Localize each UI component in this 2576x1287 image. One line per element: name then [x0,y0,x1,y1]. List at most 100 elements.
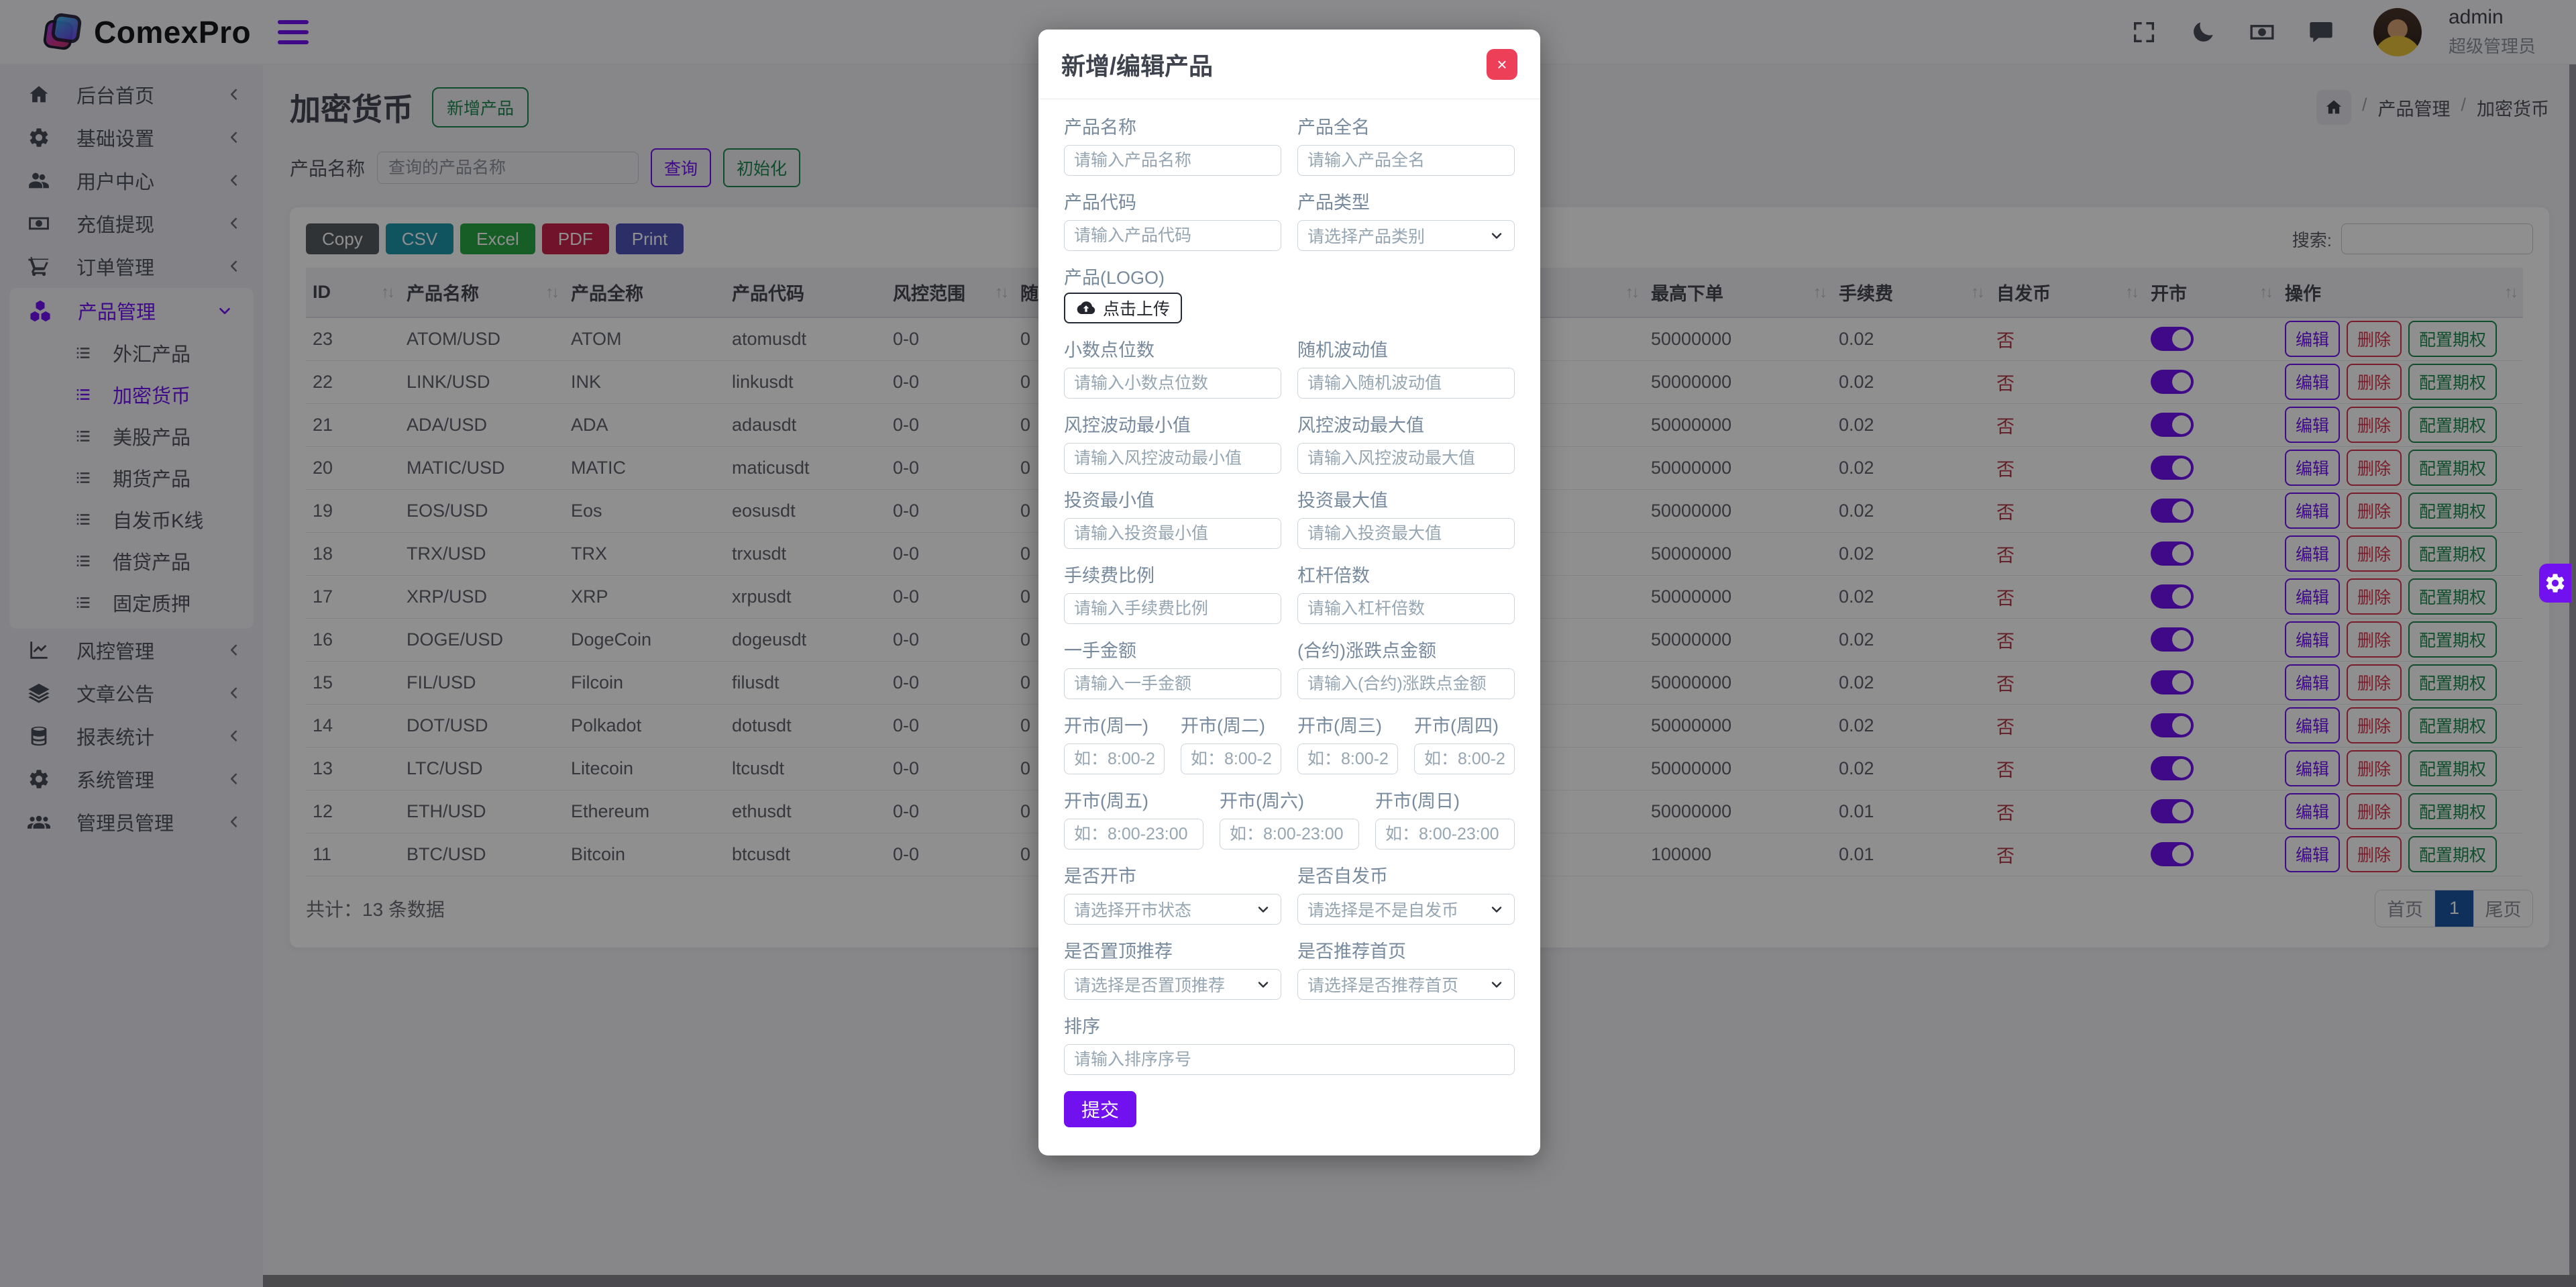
open-toggle[interactable] [2151,413,2194,437]
open-toggle[interactable] [2151,584,2194,609]
delete-button[interactable]: 删除 [2347,493,2402,529]
input-开市(周四)[interactable] [1414,743,1515,774]
pagination-last[interactable]: 尾页 [2473,890,2532,927]
horizontal-scrollbar[interactable] [0,1275,2576,1287]
column-header-最高下单[interactable]: 最高下单 ↑↓ [1644,268,1832,318]
input-产品代码[interactable] [1064,220,1281,251]
input-排序[interactable] [1064,1044,1515,1075]
input-开市(周日)[interactable] [1375,819,1515,850]
breadcrumb-item[interactable]: 加密货币 [2477,99,2549,119]
column-header-自发币[interactable]: 自发币 ↑↓ [1990,268,2144,318]
edit-button[interactable]: 编辑 [2285,321,2341,358]
delete-button[interactable]: 删除 [2347,664,2402,701]
select-产品类型[interactable]: 请选择产品类别 [1297,220,1515,251]
configure-options-button[interactable]: 配置期权 [2408,364,2498,400]
sidebar-subitem-借贷产品[interactable]: 借贷产品 [9,540,254,582]
sort-icon[interactable]: ↑↓ [995,282,1009,301]
product-name-filter-input[interactable] [377,152,639,184]
breadcrumb-item[interactable]: 产品管理 [2377,99,2451,119]
select-是否推荐首页[interactable]: 请选择是否推荐首页 [1297,969,1515,1000]
configure-options-button[interactable]: 配置期权 [2408,621,2498,658]
sidebar-subitem-外汇产品[interactable]: 外汇产品 [9,332,254,374]
column-header-操作[interactable]: 操作 ↑↓ [2278,268,2523,318]
open-toggle[interactable] [2151,713,2194,737]
sidebar-item-充值提现[interactable]: 充值提现 [0,202,263,245]
pagination-current[interactable]: 1 [2434,890,2473,927]
export-excel-button[interactable]: Excel [460,223,535,254]
input-风控波动最小值[interactable] [1064,443,1281,474]
column-header-风控范围[interactable]: 风控范围 ↑↓ [886,268,1014,318]
export-pdf-button[interactable]: PDF [541,223,609,254]
delete-button[interactable]: 删除 [2347,707,2402,743]
sort-icon[interactable]: ↑↓ [1625,282,1640,301]
sort-icon[interactable]: ↑↓ [2259,282,2273,301]
edit-button[interactable]: 编辑 [2285,535,2341,572]
delete-button[interactable]: 删除 [2347,321,2402,358]
input-(合约)涨跌点金额[interactable] [1297,668,1515,699]
configure-options-button[interactable]: 配置期权 [2408,321,2498,358]
settings-fab[interactable] [2539,564,2571,603]
configure-options-button[interactable]: 配置期权 [2408,664,2498,701]
open-toggle[interactable] [2151,542,2194,566]
sidebar-item-风控管理[interactable]: 风控管理 [0,629,263,672]
sidebar-item-基础设置[interactable]: 基础设置 [0,116,263,159]
submit-button[interactable]: 提交 [1064,1091,1137,1127]
sidebar-subitem-加密货币[interactable]: 加密货币 [9,374,254,415]
configure-options-button[interactable]: 配置期权 [2408,450,2498,486]
sidebar-item-系统管理[interactable]: 系统管理 [0,758,263,801]
configure-options-button[interactable]: 配置期权 [2408,836,2498,872]
edit-button[interactable]: 编辑 [2285,450,2341,486]
open-toggle[interactable] [2151,670,2194,694]
delete-button[interactable]: 删除 [2347,407,2402,443]
configure-options-button[interactable]: 配置期权 [2408,493,2498,529]
delete-button[interactable]: 删除 [2347,621,2402,658]
input-产品全名[interactable] [1297,145,1515,176]
configure-options-button[interactable]: 配置期权 [2408,407,2498,443]
sort-icon[interactable]: ↑↓ [1813,282,1827,301]
sidebar-subitem-自发币K线[interactable]: 自发币K线 [9,499,254,540]
export-csv-button[interactable]: CSV [385,223,454,254]
delete-button[interactable]: 删除 [2347,535,2402,572]
edit-button[interactable]: 编辑 [2285,793,2341,829]
edit-button[interactable]: 编辑 [2285,750,2341,786]
input-投资最大值[interactable] [1297,518,1515,549]
edit-button[interactable]: 编辑 [2285,407,2341,443]
column-header-ID[interactable]: ID ↑↓ [306,268,400,318]
sort-icon[interactable]: ↑↓ [2125,282,2139,301]
sidebar-item-产品管理[interactable]: 产品管理 [9,289,254,332]
input-小数点位数[interactable] [1064,368,1281,399]
export-print-button[interactable]: Print [615,223,684,254]
edit-button[interactable]: 编辑 [2285,664,2341,701]
input-开市(周一)[interactable] [1064,743,1165,774]
banknote-button[interactable] [2246,16,2278,48]
input-开市(周五)[interactable] [1064,819,1203,850]
query-button[interactable]: 查询 [651,148,712,187]
open-toggle[interactable] [2151,499,2194,523]
chat-button[interactable] [2305,16,2337,48]
open-toggle[interactable] [2151,842,2194,866]
avatar[interactable] [2373,7,2422,56]
configure-options-button[interactable]: 配置期权 [2408,750,2498,786]
input-杠杆倍数[interactable] [1297,593,1515,624]
sidebar-subitem-期货产品[interactable]: 期货产品 [9,457,254,499]
edit-button[interactable]: 编辑 [2285,578,2341,615]
column-header-开市[interactable]: 开市 ↑↓ [2144,268,2278,318]
sidebar-item-管理员管理[interactable]: 管理员管理 [0,801,263,843]
open-toggle[interactable] [2151,627,2194,652]
edit-button[interactable]: 编辑 [2285,707,2341,743]
select-是否置顶推荐[interactable]: 请选择是否置顶推荐 [1064,969,1281,1000]
sidebar-item-报表统计[interactable]: 报表统计 [0,715,263,758]
vertical-scrollbar[interactable] [2569,64,2576,1275]
add-product-button[interactable]: 新增产品 [432,87,529,127]
input-手续费比例[interactable] [1064,593,1281,624]
edit-button[interactable]: 编辑 [2285,364,2341,400]
sort-icon[interactable]: ↑↓ [1971,282,1985,301]
table-search-input[interactable] [2341,223,2533,254]
delete-button[interactable]: 删除 [2347,793,2402,829]
sort-icon[interactable]: ↑↓ [381,282,395,301]
edit-button[interactable]: 编辑 [2285,621,2341,658]
input-一手金额[interactable] [1064,668,1281,699]
delete-button[interactable]: 删除 [2347,450,2402,486]
open-toggle[interactable] [2151,456,2194,480]
input-随机波动值[interactable] [1297,368,1515,399]
